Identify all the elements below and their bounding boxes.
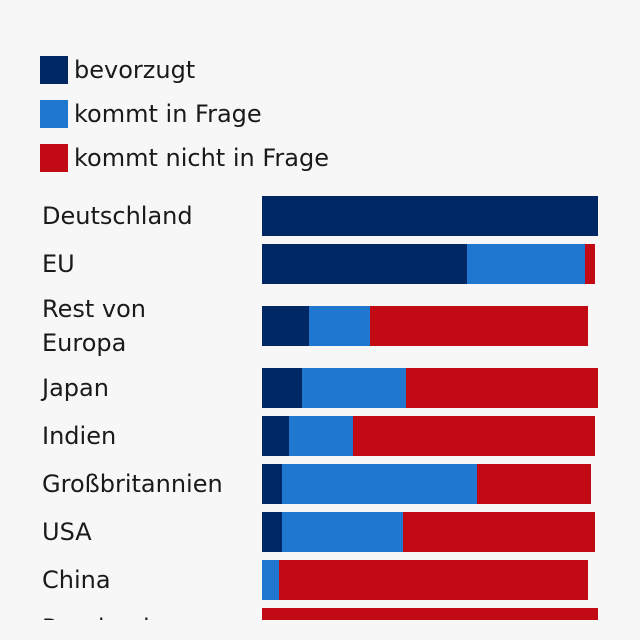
- bar: [262, 306, 588, 346]
- bar-segment-bevorzugt: [262, 244, 467, 284]
- category-label: Indien: [42, 422, 117, 450]
- bar-segment-kommt-in-frage: [262, 560, 279, 600]
- legend-swatch: [40, 56, 68, 84]
- bar-segment-kommt-nicht-in-frage: [406, 368, 598, 408]
- legend-swatch: [40, 144, 68, 172]
- bar: [262, 512, 595, 552]
- chart-area: Deutschland EU Rest von Europa Japan Indien G…: [42, 196, 598, 620]
- bar-segment-kommt-nicht-in-frage: [278, 560, 588, 600]
- bar-segment-kommt-nicht-in-frage: [352, 416, 595, 456]
- bar: [262, 196, 598, 236]
- bar-segment-bevorzugt: [262, 196, 598, 236]
- category-label: China: [42, 566, 111, 594]
- legend-label: kommt nicht in Frage: [74, 144, 329, 172]
- bar-segment-kommt-in-frage: [282, 464, 478, 504]
- category-label: Japan: [42, 374, 109, 402]
- bar: [262, 560, 588, 600]
- legend: bevorzugt kommt in Frage kommt nicht in Fr…: [40, 48, 329, 180]
- bar-segment-kommt-nicht-in-frage: [369, 306, 588, 346]
- legend-swatch: [40, 100, 68, 128]
- bar: [262, 464, 592, 504]
- bar: [262, 608, 598, 620]
- bar-segment-bevorzugt: [262, 368, 303, 408]
- bar-segment-bevorzugt: [262, 464, 283, 504]
- bar-segment-kommt-in-frage: [282, 512, 404, 552]
- legend-label: kommt in Frage: [74, 100, 262, 128]
- bar-segment-kommt-in-frage: [302, 368, 407, 408]
- bar: [262, 244, 595, 284]
- bar-segment-kommt-in-frage: [288, 416, 353, 456]
- bar-segment-kommt-nicht-in-frage: [403, 512, 595, 552]
- bar: [262, 368, 598, 408]
- bar-segment-kommt-nicht-in-frage: [262, 608, 598, 620]
- bar-segment-kommt-in-frage: [466, 244, 585, 284]
- legend-item: bevorzugt: [40, 48, 329, 92]
- legend-item: kommt in Frage: [40, 92, 329, 136]
- category-label: Deutschland: [42, 202, 193, 230]
- bar: [262, 416, 595, 456]
- bar-segment-bevorzugt: [262, 512, 283, 552]
- bar-segment-bevorzugt: [262, 416, 289, 456]
- legend-label: bevorzugt: [74, 56, 196, 84]
- bar-segment-bevorzugt: [262, 306, 310, 346]
- bar-segment-kommt-nicht-in-frage: [584, 244, 595, 284]
- category-label: Großbritannien: [42, 470, 223, 498]
- legend-item: kommt nicht in Frage: [40, 136, 329, 180]
- bar-segment-kommt-in-frage: [309, 306, 370, 346]
- category-label: Russland: [42, 611, 257, 620]
- category-label: USA: [42, 518, 92, 546]
- category-label: EU: [42, 250, 75, 278]
- category-label: Rest von Europa: [42, 295, 147, 357]
- bar-segment-kommt-nicht-in-frage: [477, 464, 592, 504]
